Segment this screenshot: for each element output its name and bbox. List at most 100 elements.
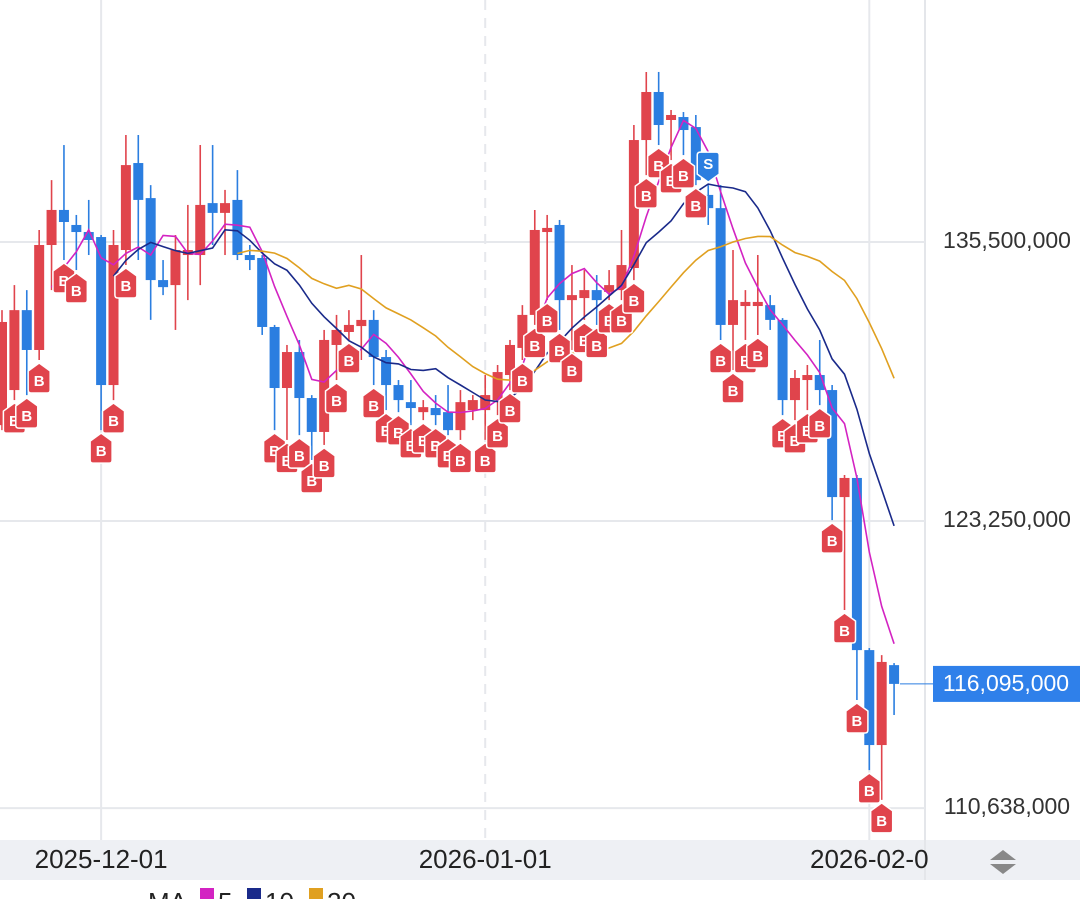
candle-body (405, 402, 416, 409)
marker-label: B (331, 393, 342, 410)
marker-label: B (505, 403, 516, 420)
candle-body (814, 375, 825, 391)
buy-marker: B (671, 157, 696, 189)
marker-label: B (21, 408, 32, 425)
legend-swatch (247, 888, 261, 899)
marker-shape (869, 801, 894, 834)
marker-label: B (567, 363, 578, 380)
marker-label: B (430, 438, 441, 455)
marker-shape (832, 612, 857, 644)
candle-body (628, 140, 639, 269)
sort-icon[interactable] (990, 850, 1016, 874)
buy-marker: B (324, 382, 349, 414)
marker-label: B (616, 313, 627, 330)
marker-label: B (839, 623, 850, 640)
marker-label: B (790, 433, 801, 450)
marker-label: B (294, 448, 305, 465)
marker-shape (114, 267, 138, 299)
y-tick-label: 135,500,000 (943, 227, 1071, 253)
marker-shape (498, 392, 522, 424)
buy-marker: B (820, 522, 844, 554)
buy-marker: B (27, 362, 51, 394)
marker-label: B (851, 713, 862, 730)
buy-marker: B (857, 772, 882, 804)
candle-body (281, 352, 292, 389)
candle-body (158, 280, 169, 288)
marker-shape (535, 302, 559, 334)
marker-label: B (306, 473, 317, 490)
marker-shape (101, 402, 126, 434)
y-tick-label: 110,638,000 (944, 793, 1070, 819)
marker-label: B (269, 443, 280, 460)
marker-label: B (827, 533, 838, 550)
x-axis-band (0, 840, 1080, 880)
candle-body (430, 408, 441, 416)
candle-body (715, 208, 726, 325)
candle-body (851, 477, 862, 651)
buy-marker: B (708, 342, 733, 374)
candle-body (864, 650, 875, 746)
marker-label: B (71, 283, 82, 300)
marker-label: B (876, 813, 887, 830)
candle-body (34, 245, 45, 350)
ma-line (112, 183, 895, 527)
marker-shape (820, 522, 844, 554)
candle-body (467, 400, 478, 411)
marker-label: B (752, 348, 763, 365)
candle-body (789, 377, 800, 401)
buy-marker: B (448, 441, 473, 474)
buy-marker: B (312, 447, 336, 479)
buy-marker: B (560, 352, 584, 384)
candle-body (480, 395, 491, 411)
buy-marker: B (89, 432, 113, 464)
buy-marker: B (485, 417, 510, 449)
marker-shape (684, 187, 708, 219)
marker-label: B (591, 338, 602, 355)
candle-body (9, 310, 20, 391)
marker-label: B (777, 428, 788, 445)
candle-body (604, 285, 615, 292)
candle-body (71, 224, 82, 233)
buy-marker: B (807, 407, 832, 439)
marker-label: B (579, 333, 590, 350)
legend-label: 5 (218, 887, 232, 899)
candle-body (244, 255, 255, 261)
candle-body (455, 402, 466, 431)
buy-marker: B (584, 327, 609, 359)
marker-label: B (641, 188, 652, 205)
candle-body (232, 199, 243, 256)
marker-label: B (282, 453, 293, 470)
marker-label: B (802, 423, 813, 440)
candle-body (306, 398, 317, 432)
x-tick-label: 2025-12-01 (35, 844, 168, 874)
marker-shape (708, 342, 733, 374)
ma-line (50, 119, 895, 645)
candle-body (418, 407, 429, 413)
buy-marker: B (361, 387, 386, 419)
candle-body (554, 224, 565, 301)
marker-shape (312, 447, 336, 479)
marker-shape (89, 432, 113, 464)
marker-shape (324, 382, 349, 414)
buy-marker: B (535, 302, 559, 334)
marker-label: B (480, 453, 491, 470)
candle-body (666, 114, 677, 120)
marker-label: B (108, 413, 119, 430)
candle-body (21, 310, 32, 350)
candle-body (120, 165, 131, 251)
candle-body (133, 163, 144, 200)
candle-body (579, 290, 590, 299)
candle-body (294, 352, 305, 399)
buy-marker: B (684, 187, 708, 219)
marker-shape (746, 337, 770, 369)
marker-label: B (120, 278, 131, 295)
candle-body (83, 232, 94, 240)
candle-body (542, 227, 553, 233)
legend-label: 10 (265, 887, 294, 899)
marker-label: B (455, 453, 466, 470)
marker-shape (64, 272, 89, 304)
marker-shape (845, 702, 869, 734)
candle-body (765, 305, 776, 320)
buy-marker: B (622, 282, 646, 314)
marker-shape (485, 417, 510, 449)
